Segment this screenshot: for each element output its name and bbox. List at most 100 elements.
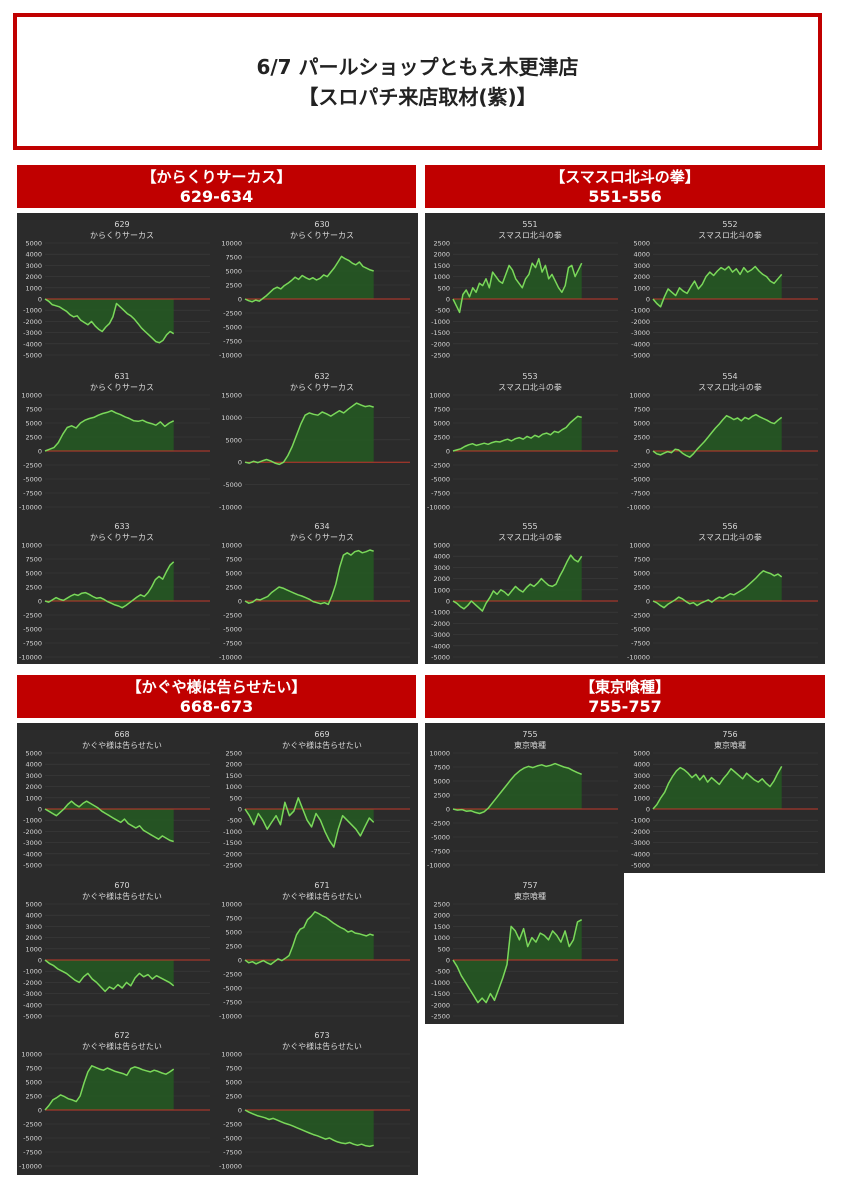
y-tick-label: 10000 <box>629 542 650 550</box>
chart-number: 630 <box>314 220 329 229</box>
y-tick-label: -1000 <box>431 318 450 326</box>
y-tick-label: 7500 <box>633 406 650 414</box>
y-tick-label: -3000 <box>631 839 650 847</box>
y-tick-label: 3000 <box>25 923 42 931</box>
y-tick-label: -3000 <box>631 329 650 337</box>
chart-title: スマスロ北斗の拳 <box>498 382 562 392</box>
y-tick-label: 2500 <box>225 943 242 951</box>
y-tick-label: -2500 <box>23 612 42 620</box>
y-tick-label: -7500 <box>431 848 450 856</box>
section-name: 【かぐや様は告らせたい】 <box>126 678 307 696</box>
y-tick-label: 7500 <box>225 1065 242 1073</box>
y-tick-label: -2000 <box>23 979 42 987</box>
chart-number: 670 <box>114 881 129 890</box>
chart-number: 555 <box>522 522 537 531</box>
chart-title: からくりサーカス <box>90 383 154 392</box>
y-tick-label: -4000 <box>631 850 650 858</box>
series-line <box>452 762 582 815</box>
y-tick-label: 3000 <box>433 564 450 572</box>
y-tick-label: 1000 <box>25 284 42 292</box>
chart-554: 554 スマスロ北斗の拳 10000 7500 5000 2500 0 -2500 -5000 -… <box>626 367 824 513</box>
chart-title: スマスロ北斗の拳 <box>498 532 562 542</box>
y-tick-label: -3000 <box>23 329 42 337</box>
series-area <box>45 1065 174 1110</box>
chart-633: 633 からくりサーカス 10000 7500 5000 2500 0 -2500 -5000 -… <box>18 517 216 663</box>
y-tick-label: -4000 <box>23 1001 42 1009</box>
y-tick-label: -10000 <box>19 504 42 512</box>
y-tick-label: 2500 <box>433 240 450 248</box>
chart-title: 東京喰種 <box>514 740 546 750</box>
y-tick-label: -2500 <box>223 1121 242 1129</box>
y-tick-label: -5000 <box>23 476 42 484</box>
y-tick-label: 0 <box>38 598 42 606</box>
y-tick-label: 0 <box>446 598 450 606</box>
y-tick-label: 2000 <box>25 934 42 942</box>
series-line <box>44 409 175 452</box>
title-box: 6/7 パールショップともえ木更津店 【スロパチ来店取材(紫)】 <box>13 13 822 150</box>
series-area <box>245 256 374 302</box>
y-tick-label: 5000 <box>433 420 450 428</box>
y-tick-label: 5000 <box>633 240 650 248</box>
y-tick-label: 10000 <box>221 901 242 909</box>
y-tick-label: -5000 <box>631 352 650 360</box>
y-tick-label: -500 <box>227 817 242 825</box>
chart-svg: 630 からくりサーカス 10000 7500 5000 2500 0 -2500 -5000 -… <box>219 220 410 360</box>
y-tick-label: -500 <box>435 968 450 976</box>
y-tick-label: 5000 <box>225 1079 242 1087</box>
y-tick-label: -2500 <box>23 462 42 470</box>
y-tick-label: 1500 <box>225 772 242 780</box>
chart-title: スマスロ北斗の拳 <box>698 532 762 542</box>
series-area <box>245 1110 374 1147</box>
y-tick-label: -5000 <box>631 476 650 484</box>
chart-630: 630 からくりサーカス 10000 7500 5000 2500 0 -2500 -5000 -… <box>218 215 416 361</box>
y-tick-label: 5000 <box>433 778 450 786</box>
y-tick-label: -2000 <box>431 620 450 628</box>
chart-number: 632 <box>314 372 329 381</box>
y-tick-label: 1000 <box>433 273 450 281</box>
y-tick-label: 1000 <box>433 934 450 942</box>
chart-number: 554 <box>722 372 737 381</box>
y-tick-label: 1000 <box>633 794 650 802</box>
series-area <box>245 403 374 465</box>
chart-556: 556 スマスロ北斗の拳 10000 7500 5000 2500 0 -2500 -5000 -… <box>626 517 824 663</box>
y-tick-label: -10000 <box>19 654 42 662</box>
series-line <box>44 298 175 344</box>
y-tick-label: -4000 <box>23 340 42 348</box>
section-header-kaguya: 【かぐや様は告らせたい】 668-673 <box>17 675 416 718</box>
y-tick-label: 7500 <box>225 915 242 923</box>
y-tick-label: -2500 <box>431 1013 450 1021</box>
y-tick-label: 3000 <box>633 772 650 780</box>
series-line <box>44 1065 175 1111</box>
chart-title: かぐや様は告らせたい <box>82 1041 162 1051</box>
chart-number: 551 <box>522 220 537 229</box>
y-tick-label: -7500 <box>223 338 242 346</box>
y-tick-label: 0 <box>38 296 42 304</box>
y-tick-label: -5000 <box>223 985 242 993</box>
y-tick-label: -5000 <box>223 626 242 634</box>
series-line <box>244 911 374 966</box>
y-tick-label: -5000 <box>23 626 42 634</box>
y-tick-label: -7500 <box>631 640 650 648</box>
series-line <box>652 265 783 308</box>
y-tick-label: -2000 <box>431 340 450 348</box>
y-tick-label: -1000 <box>23 968 42 976</box>
series-line <box>652 570 783 609</box>
chart-title: からくりサーカス <box>90 231 154 240</box>
y-tick-label: -7500 <box>431 490 450 498</box>
series-line <box>452 415 582 452</box>
y-tick-label: -10000 <box>219 352 242 360</box>
series-line <box>44 561 175 609</box>
y-tick-label: -10000 <box>427 862 450 870</box>
chart-title: からくりサーカス <box>290 383 354 392</box>
y-tick-label: -5000 <box>223 324 242 332</box>
series-area <box>245 911 374 965</box>
y-tick-label: -4000 <box>23 850 42 858</box>
y-tick-label: -10000 <box>19 1163 42 1171</box>
chart-number: 669 <box>314 730 329 739</box>
chart-title: スマスロ北斗の拳 <box>498 230 562 240</box>
y-tick-label: 3000 <box>25 262 42 270</box>
